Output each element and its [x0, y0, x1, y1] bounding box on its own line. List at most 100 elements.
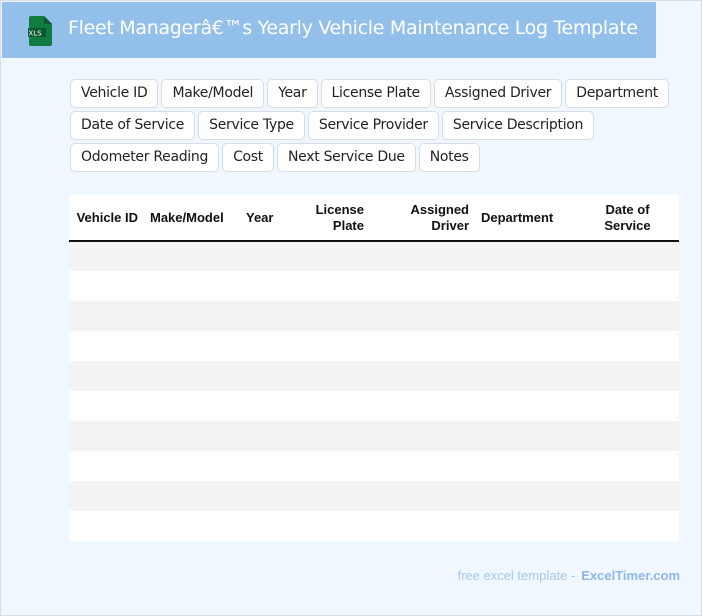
table-cell[interactable]	[291, 511, 370, 541]
column-header: License Plate	[291, 195, 370, 242]
table-cell[interactable]	[291, 451, 370, 481]
table-cell[interactable]	[576, 361, 679, 391]
table-cell[interactable]	[475, 271, 576, 301]
table-cell[interactable]	[475, 481, 576, 511]
table-cell[interactable]	[291, 421, 370, 451]
column-header: Vehicle ID	[69, 195, 144, 242]
table-cell[interactable]	[370, 481, 475, 511]
table-cell[interactable]	[370, 301, 475, 331]
table-cell[interactable]	[291, 481, 370, 511]
table-cell[interactable]	[291, 301, 370, 331]
table-cell[interactable]	[475, 451, 576, 481]
table-cell[interactable]	[576, 511, 679, 541]
table-cell[interactable]	[240, 331, 291, 361]
table-cell[interactable]	[240, 241, 291, 271]
table-cell[interactable]	[291, 391, 370, 421]
table-cell[interactable]	[370, 391, 475, 421]
field-tag[interactable]: Cost	[222, 143, 274, 172]
table-cell[interactable]	[144, 301, 240, 331]
table-cell[interactable]	[69, 391, 144, 421]
field-tag[interactable]: Service Description	[441, 111, 595, 140]
field-tag[interactable]: Assigned Driver	[433, 79, 563, 108]
table-cell[interactable]	[240, 271, 291, 301]
table-cell[interactable]	[576, 391, 679, 421]
table-cell[interactable]	[576, 241, 679, 271]
field-tag[interactable]: Make/Model	[161, 79, 265, 108]
table-cell[interactable]	[69, 271, 144, 301]
table-row	[69, 361, 679, 391]
table-cell[interactable]	[69, 511, 144, 541]
footer: free excel template - ExcelTimer.com	[457, 568, 680, 583]
field-tag[interactable]: Department	[565, 79, 669, 108]
table-cell[interactable]	[240, 301, 291, 331]
table-cell[interactable]	[69, 421, 144, 451]
table-cell[interactable]	[370, 271, 475, 301]
table-cell[interactable]	[240, 391, 291, 421]
table-cell[interactable]	[576, 331, 679, 361]
table-cell[interactable]	[69, 481, 144, 511]
field-tag[interactable]: Date of Service	[70, 111, 196, 140]
tag-row: Vehicle ID Make/Model Year License Plate Ass…	[70, 79, 680, 108]
svg-text:XLS: XLS	[28, 30, 42, 38]
table-cell[interactable]	[69, 331, 144, 361]
table-row	[69, 301, 679, 331]
table-cell[interactable]	[475, 301, 576, 331]
table-row	[69, 481, 679, 511]
table-cell[interactable]	[475, 421, 576, 451]
table-cell[interactable]	[370, 451, 475, 481]
table-cell[interactable]	[144, 331, 240, 361]
table-cell[interactable]	[475, 511, 576, 541]
table-cell[interactable]	[475, 361, 576, 391]
table-cell[interactable]	[69, 361, 144, 391]
footer-text: free excel template -	[457, 568, 576, 583]
table-cell[interactable]	[291, 271, 370, 301]
table-cell[interactable]	[291, 241, 370, 271]
table-cell[interactable]	[69, 301, 144, 331]
table-cell[interactable]	[370, 331, 475, 361]
table-cell[interactable]	[370, 421, 475, 451]
field-tag[interactable]: Year	[267, 79, 318, 108]
table-cell[interactable]	[475, 391, 576, 421]
table-cell[interactable]	[576, 481, 679, 511]
table-cell[interactable]	[576, 301, 679, 331]
table-cell[interactable]	[291, 361, 370, 391]
table-row	[69, 241, 679, 271]
column-header: Make/Model	[144, 195, 240, 242]
table-cell[interactable]	[144, 241, 240, 271]
table-cell[interactable]	[291, 331, 370, 361]
table-cell[interactable]	[370, 241, 475, 271]
field-tag[interactable]: Next Service Due	[277, 143, 416, 172]
field-tag[interactable]: Notes	[418, 143, 480, 172]
table-cell[interactable]	[69, 451, 144, 481]
table-cell[interactable]	[144, 511, 240, 541]
table-cell[interactable]	[370, 361, 475, 391]
footer-brand-link[interactable]: ExcelTimer.com	[581, 568, 680, 583]
table-cell[interactable]	[240, 481, 291, 511]
field-tag[interactable]: License Plate	[320, 79, 431, 108]
field-tag[interactable]: Odometer Reading	[70, 143, 220, 172]
table-cell[interactable]	[370, 511, 475, 541]
table-cell[interactable]	[240, 511, 291, 541]
table-cell[interactable]	[475, 241, 576, 271]
table-cell[interactable]	[240, 361, 291, 391]
table-cell[interactable]	[144, 271, 240, 301]
table-cell[interactable]	[576, 421, 679, 451]
table-cell[interactable]	[240, 421, 291, 451]
table-cell[interactable]	[475, 331, 576, 361]
table-header-row: Vehicle ID Make/Model Year License Plate…	[69, 195, 679, 242]
field-tag[interactable]: Service Type	[198, 111, 305, 140]
table-cell[interactable]	[576, 451, 679, 481]
table-row	[69, 271, 679, 301]
table-cell[interactable]	[144, 421, 240, 451]
table-cell[interactable]	[144, 451, 240, 481]
table-cell[interactable]	[240, 451, 291, 481]
table-cell[interactable]	[69, 241, 144, 271]
table-cell[interactable]	[576, 271, 679, 301]
page-title: Fleet Managerâ€™s Yearly Vehicle Mainten…	[68, 17, 638, 39]
table-cell[interactable]	[144, 361, 240, 391]
field-tag[interactable]: Service Provider	[307, 111, 439, 140]
table-cell[interactable]	[144, 481, 240, 511]
field-tag[interactable]: Vehicle ID	[70, 79, 159, 108]
table-cell[interactable]	[144, 391, 240, 421]
